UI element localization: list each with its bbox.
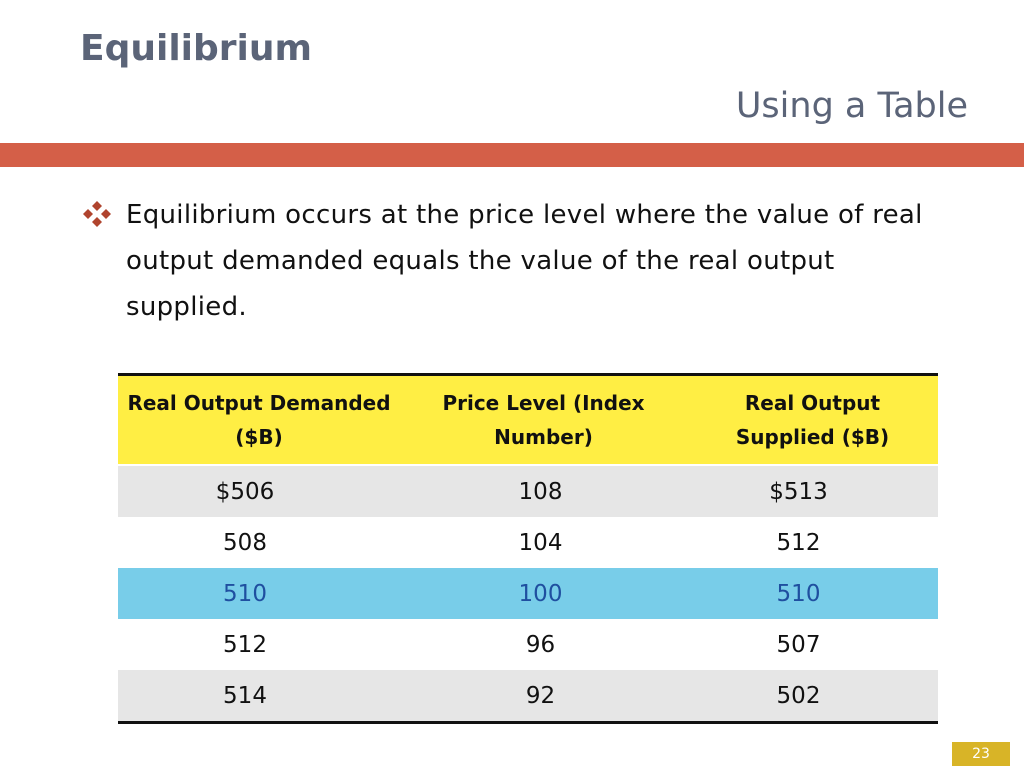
table-header-row: Real Output Demanded ($B) Price Level (I…	[118, 373, 938, 466]
table-cell: 512	[687, 517, 938, 568]
slide-subtitle: Using a Table	[735, 86, 968, 126]
table-cell: 508	[118, 517, 400, 568]
column-header: Real Output Supplied ($B)	[687, 373, 938, 466]
table-row-highlighted: 510 100 510	[118, 568, 938, 619]
equilibrium-table: Real Output Demanded ($B) Price Level (I…	[118, 373, 938, 724]
table-cell: $513	[687, 465, 938, 517]
table-cell: 502	[687, 670, 938, 724]
table-cell: 510	[687, 568, 938, 619]
table-cell: 100	[400, 568, 687, 619]
column-header: Real Output Demanded ($B)	[118, 373, 400, 466]
table-cell: 507	[687, 619, 938, 670]
bullet-text: Equilibrium occurs at the price level wh…	[126, 200, 923, 322]
table-cell: 510	[118, 568, 400, 619]
table-cell: 514	[118, 670, 400, 724]
table-cell: 96	[400, 619, 687, 670]
table-cell: $506	[118, 465, 400, 517]
column-header: Price Level (Index Number)	[400, 373, 687, 466]
table-row: 514 92 502	[118, 670, 938, 724]
table-cell: 104	[400, 517, 687, 568]
bullet-point: Equilibrium occurs at the price level wh…	[82, 192, 962, 330]
table-row: 508 104 512	[118, 517, 938, 568]
accent-divider	[0, 143, 1024, 167]
slide-title: Equilibrium	[80, 28, 313, 69]
diamond-cluster-icon	[82, 192, 126, 232]
table-cell: 92	[400, 670, 687, 724]
table-row: $506 108 $513	[118, 465, 938, 517]
table-cell: 512	[118, 619, 400, 670]
table-row: 512 96 507	[118, 619, 938, 670]
page-number: 23	[952, 742, 1010, 766]
table-cell: 108	[400, 465, 687, 517]
